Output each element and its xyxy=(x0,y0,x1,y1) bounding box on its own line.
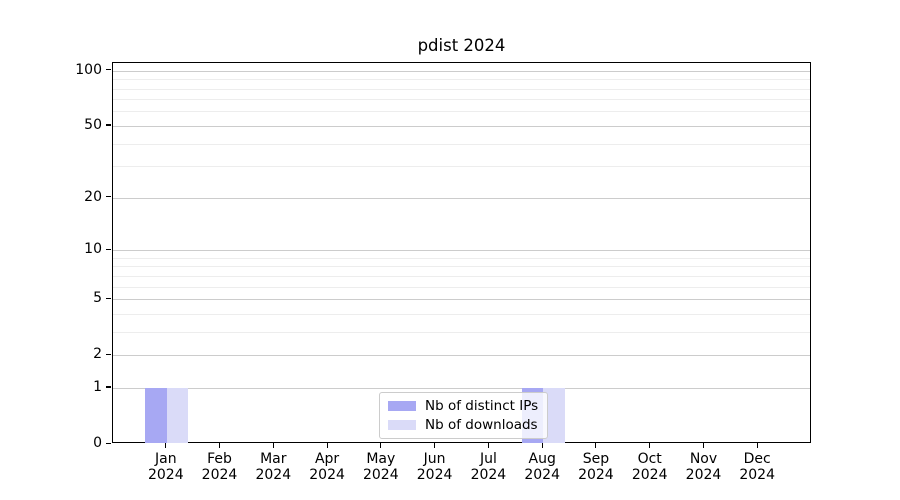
x-tick-mark xyxy=(756,443,758,448)
x-tick-mark xyxy=(649,443,651,448)
legend: Nb of distinct IPs Nb of downloads xyxy=(379,392,549,439)
gridline-major xyxy=(113,299,810,300)
x-tick-year: 2024 xyxy=(631,467,668,483)
bar-distinct-ips xyxy=(145,387,167,443)
gridline-minor xyxy=(113,143,810,145)
legend-swatch-distinct-ips xyxy=(388,401,416,411)
gridline-minor xyxy=(113,166,810,168)
x-tick-month: Sep xyxy=(582,451,610,467)
x-tick-label: Jun 2024 xyxy=(405,451,465,483)
x-tick-label: Nov 2024 xyxy=(674,451,734,483)
x-tick-label: Sep 2024 xyxy=(566,451,626,483)
x-tick-mark xyxy=(487,443,489,448)
bar-downloads xyxy=(166,387,189,443)
gridline-minor xyxy=(113,275,810,277)
gridline-major xyxy=(113,250,810,251)
y-tick-label: 0 xyxy=(93,435,102,451)
x-tick-month: Jan xyxy=(155,451,177,467)
x-tick-year: 2024 xyxy=(147,467,184,483)
x-tick-mark xyxy=(218,443,221,448)
gridline-major xyxy=(113,125,810,127)
x-tick-month: Oct xyxy=(637,451,662,467)
y-tick-mark xyxy=(106,196,111,198)
x-tick-mark xyxy=(272,443,274,448)
x-tick-label: Feb 2024 xyxy=(190,451,250,483)
x-tick-label: Apr 2024 xyxy=(297,451,357,483)
y-tick-mark xyxy=(106,386,111,388)
gridline-minor xyxy=(113,111,810,113)
x-tick-month: Feb xyxy=(207,451,232,467)
x-tick-month: Nov xyxy=(689,451,718,467)
plot-area xyxy=(112,62,811,443)
y-tick-label: 10 xyxy=(84,241,102,257)
x-tick-year: 2024 xyxy=(685,467,722,483)
x-tick-year: 2024 xyxy=(524,467,560,483)
gridline-minor xyxy=(113,99,810,101)
x-tick-mark xyxy=(702,443,705,448)
x-tick-month: Dec xyxy=(743,451,771,467)
gridline-minor xyxy=(113,257,810,259)
x-tick-mark xyxy=(541,443,543,448)
gridline-major xyxy=(113,70,810,72)
x-tick-mark xyxy=(434,443,436,448)
legend-item-distinct-ips: Nb of distinct IPs xyxy=(388,398,538,414)
x-tick-year: 2024 xyxy=(578,467,614,483)
y-tick-mark xyxy=(106,442,111,444)
y-tick-label: 1 xyxy=(93,378,102,395)
legend-label-distinct-ips: Nb of distinct IPs xyxy=(425,398,539,414)
x-tick-label: May 2024 xyxy=(351,451,411,483)
x-tick-year: 2024 xyxy=(309,467,345,483)
x-tick-mark xyxy=(326,443,328,448)
gridline-minor xyxy=(113,286,810,288)
y-tick-label: 20 xyxy=(84,188,102,205)
y-tick-mark xyxy=(106,297,111,299)
x-tick-year: 2024 xyxy=(362,467,399,483)
x-tick-year: 2024 xyxy=(201,467,238,483)
y-tick-mark xyxy=(106,353,111,355)
x-tick-year: 2024 xyxy=(416,467,453,483)
x-tick-year: 2024 xyxy=(470,467,507,483)
x-tick-mark xyxy=(595,443,597,448)
gridline-minor xyxy=(113,331,810,333)
x-tick-month: Apr xyxy=(314,451,340,467)
x-tick-label: Dec 2024 xyxy=(727,451,787,483)
gridline-minor xyxy=(113,313,810,315)
y-tick-label: 5 xyxy=(93,290,102,306)
x-tick-mark xyxy=(165,443,167,448)
x-tick-mark xyxy=(380,443,382,448)
gridline-major xyxy=(113,387,810,389)
x-tick-label: Jul 2024 xyxy=(458,451,518,483)
y-tick-mark xyxy=(106,69,111,71)
gridline-minor xyxy=(113,79,810,81)
gridline-major xyxy=(113,355,810,357)
x-tick-month: Jul xyxy=(479,451,497,467)
gridline-minor xyxy=(113,88,810,90)
y-tick-mark xyxy=(106,248,111,250)
bar-downloads xyxy=(543,387,565,443)
y-tick-label: 2 xyxy=(93,346,102,363)
x-tick-month: Mar xyxy=(260,451,287,467)
x-tick-year: 2024 xyxy=(255,467,292,483)
chart-title: pdist 2024 xyxy=(417,36,506,55)
x-tick-label: Mar 2024 xyxy=(243,451,303,483)
x-tick-label: Oct 2024 xyxy=(620,451,680,483)
gridline-minor xyxy=(113,266,810,268)
gridline-major xyxy=(113,197,810,199)
x-tick-label: Jan 2024 xyxy=(136,451,196,483)
y-tick-label: 50 xyxy=(84,116,102,133)
legend-swatch-downloads xyxy=(388,420,416,430)
legend-label-downloads: Nb of downloads xyxy=(425,417,538,433)
x-tick-month: Aug xyxy=(528,451,556,467)
y-tick-mark xyxy=(106,124,111,126)
x-tick-month: Jun xyxy=(423,451,446,467)
x-tick-month: May xyxy=(366,451,396,467)
x-tick-year: 2024 xyxy=(739,467,775,483)
y-tick-label: 100 xyxy=(75,61,102,78)
legend-item-downloads: Nb of downloads xyxy=(388,417,538,433)
x-tick-label: Aug 2024 xyxy=(512,451,572,483)
